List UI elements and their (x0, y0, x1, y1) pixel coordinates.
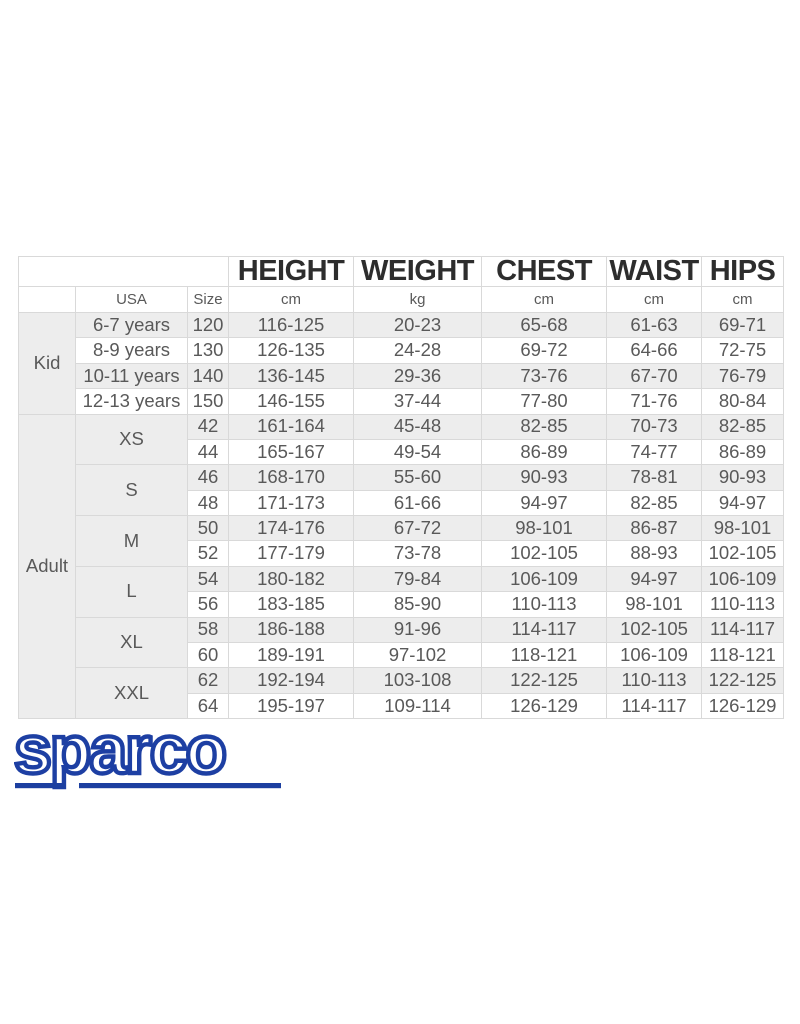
svg-text:sparco: sparco (14, 722, 225, 788)
